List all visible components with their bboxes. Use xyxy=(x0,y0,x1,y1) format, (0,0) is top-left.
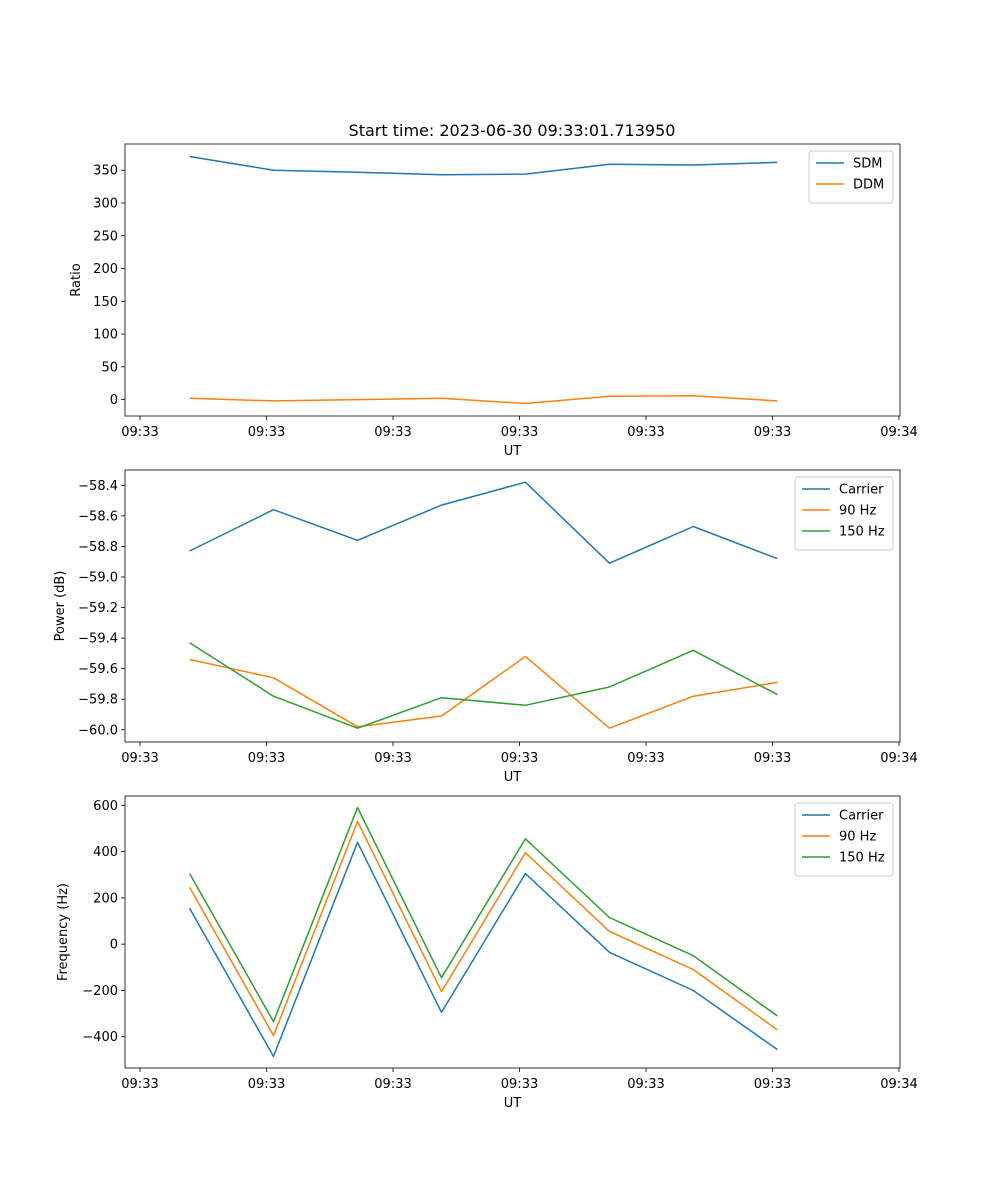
y-tick-label: −200 xyxy=(82,984,118,999)
x-tick-label: 09:33 xyxy=(754,425,791,440)
x-tick-label: 09:34 xyxy=(880,1077,917,1092)
legend-label: 150 Hz xyxy=(839,525,885,540)
panels: 09:33 09:33 09:33 09:33 09:33 09:33 09:34 0 50 10… xyxy=(53,143,918,1111)
y-tick-label: 400 xyxy=(93,845,118,860)
y-tick-label: −59.0 xyxy=(78,570,118,585)
y-tick-label: 0 xyxy=(110,393,118,408)
x-tick-label: 09:33 xyxy=(627,1077,664,1092)
figure-title: Start time: 2023-06-30 09:33:01.713950 xyxy=(349,121,676,140)
x-tick-label: 09:33 xyxy=(501,1077,538,1092)
y-tick-label: 350 xyxy=(93,164,118,179)
y-tick-label: 250 xyxy=(93,229,118,244)
x-tick-label: 09:33 xyxy=(754,751,791,766)
series-line-sdm xyxy=(189,155,778,176)
y-tick-label: 300 xyxy=(93,196,118,211)
y-tick-label: −59.4 xyxy=(78,632,118,647)
x-tick-label: 09:33 xyxy=(374,425,411,440)
series-line-90-hz xyxy=(188,820,778,1037)
x-tick-label: 09:34 xyxy=(880,751,917,766)
x-tick-label: 09:33 xyxy=(248,425,285,440)
y-tick-label: 50 xyxy=(101,360,118,375)
legend: Carrier 90 Hz 150 Hz xyxy=(794,476,894,551)
ratio-panel: 09:33 09:33 09:33 09:33 09:33 09:33 09:34 0 50 10… xyxy=(69,143,918,459)
y-tick-label: −59.8 xyxy=(78,693,118,708)
x-tick-label: 09:33 xyxy=(248,751,285,766)
series-line-carrier xyxy=(188,841,778,1058)
x-tick-label: 09:33 xyxy=(374,1077,411,1092)
y-tick-label: −58.6 xyxy=(78,509,118,524)
y-tick-label: 200 xyxy=(93,262,118,277)
frequency-panel: 09:33 09:33 09:33 09:33 09:33 09:33 09:34 −400 −… xyxy=(56,795,918,1111)
y-tick-label: −58.8 xyxy=(78,540,118,555)
y-tick-label: 150 xyxy=(93,295,118,310)
y-tick-label: 100 xyxy=(93,328,118,343)
y-tick-label: −58.4 xyxy=(78,479,118,494)
legend-label: DDM xyxy=(853,178,884,193)
y-axis-label: Power (dB) xyxy=(53,571,68,642)
axes-frame xyxy=(124,469,901,743)
legend-label: Carrier xyxy=(839,809,884,824)
series-line-ddm xyxy=(189,394,778,405)
legend-label: Carrier xyxy=(839,483,884,498)
x-tick-label: 09:33 xyxy=(501,751,538,766)
x-axis-label: UT xyxy=(504,444,522,459)
legend-label: SDM xyxy=(853,157,882,172)
x-tick-label: 09:34 xyxy=(880,425,917,440)
legend: SDM DDM xyxy=(808,150,894,204)
series-line-150-hz xyxy=(188,806,778,1023)
x-tick-label: 09:33 xyxy=(248,1077,285,1092)
x-axis-label: UT xyxy=(504,1096,522,1111)
x-tick-label: 09:33 xyxy=(627,751,664,766)
y-tick-label: −60.0 xyxy=(78,723,118,738)
x-tick-label: 09:33 xyxy=(627,425,664,440)
y-tick-label: −59.2 xyxy=(78,601,118,616)
legend-box xyxy=(808,150,894,204)
y-tick-label: −59.6 xyxy=(78,662,118,677)
y-axis-label: Frequency (Hz) xyxy=(56,883,71,981)
x-tick-label: 09:33 xyxy=(121,1077,158,1092)
axes-frame xyxy=(124,795,901,1069)
legend-label: 150 Hz xyxy=(839,851,885,866)
power-panel: 09:33 09:33 09:33 09:33 09:33 09:33 09:34 −60.0… xyxy=(53,469,918,785)
y-tick-label: 200 xyxy=(93,891,118,906)
x-tick-label: 09:33 xyxy=(501,425,538,440)
y-tick-label: 600 xyxy=(93,799,118,814)
y-axis-label: Ratio xyxy=(69,263,84,296)
x-tick-label: 09:33 xyxy=(121,751,158,766)
legend: Carrier 90 Hz 150 Hz xyxy=(794,802,894,877)
x-tick-label: 09:33 xyxy=(754,1077,791,1092)
x-tick-label: 09:33 xyxy=(121,425,158,440)
x-axis-label: UT xyxy=(504,770,522,785)
legend-label: 90 Hz xyxy=(839,830,876,845)
series-line-90-hz xyxy=(189,655,778,729)
legend-label: 90 Hz xyxy=(839,504,876,519)
series-line-150-hz xyxy=(189,642,778,729)
series-line-carrier xyxy=(189,481,778,564)
axes-frame xyxy=(124,143,901,417)
y-tick-label: −400 xyxy=(82,1030,118,1045)
x-tick-label: 09:33 xyxy=(374,751,411,766)
y-tick-label: 0 xyxy=(110,938,118,953)
